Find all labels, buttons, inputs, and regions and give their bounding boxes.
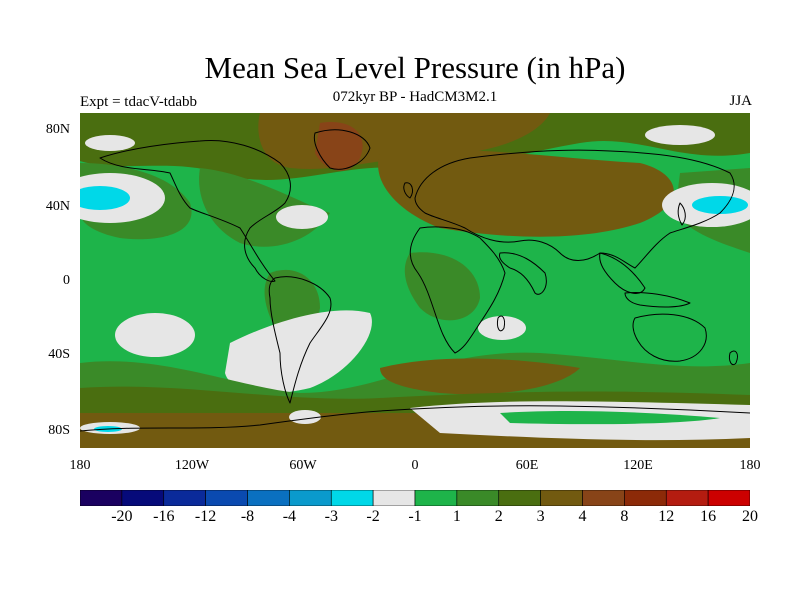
colorbar-label: -2: [366, 508, 380, 525]
colorbar-swatch: [205, 490, 248, 506]
coast-australia: [632, 313, 707, 362]
coastlines: [80, 129, 750, 432]
field-greenland: [315, 122, 363, 171]
coast-uk: [403, 182, 413, 199]
field-southern-brown: [380, 358, 580, 395]
lon-label-180w: 180: [69, 458, 91, 473]
coast-arabia-india: [499, 252, 547, 295]
colorbar-label: 2: [494, 508, 503, 525]
coast-south-america: [268, 276, 332, 404]
colorbar-swatch: [80, 490, 123, 506]
colorbar-label: -16: [153, 508, 175, 525]
colorbar: [80, 490, 750, 506]
colorbar-swatch: [121, 490, 165, 506]
field-antarctic-green: [500, 410, 720, 425]
map-title: Mean Sea Level Pressure (in hPa): [204, 50, 626, 85]
field-africa-olive: [404, 252, 480, 321]
colorbar-swatch: [582, 490, 625, 506]
coast-indonesia: [624, 292, 691, 308]
colorbar-label: -20: [111, 508, 133, 525]
colorbar-label: -12: [194, 508, 217, 525]
lat-label-80n: 80N: [45, 122, 70, 137]
coast-japan: [677, 202, 686, 226]
colorbar-swatch: [289, 490, 332, 506]
colorbar-label: -1: [408, 508, 422, 525]
coast-new-zealand: [729, 350, 738, 366]
field-siberia-brown: [378, 149, 674, 237]
field-weddell-low: [289, 410, 321, 424]
colorbar-label: -3: [324, 508, 338, 525]
field-natl-low: [276, 205, 328, 229]
field-spac-low: [115, 313, 195, 357]
colorbar-label: -4: [282, 508, 297, 525]
colorbar-swatch: [707, 490, 750, 506]
colorbar-label: -8: [240, 508, 255, 525]
field-satl-low: [225, 310, 372, 393]
lat-label-0: 0: [63, 273, 70, 288]
colorbar-swatch: [540, 490, 583, 506]
lon-label-60w: 60W: [289, 458, 317, 473]
pressure-map: [80, 113, 750, 448]
colorbar-swatch: [456, 490, 500, 506]
lon-label-120e: 120E: [623, 458, 653, 473]
colorbar-swatch: [624, 490, 667, 506]
field-indian-low: [478, 316, 526, 340]
pressure-map-svg: [80, 113, 750, 448]
season-label: JJA: [729, 93, 752, 109]
colorbar-swatch: [372, 490, 416, 506]
colorbar-swatch: [163, 490, 206, 506]
lat-label-40s: 40S: [48, 347, 70, 362]
lon-label-120w: 120W: [174, 458, 210, 473]
coast-eurasia: [414, 149, 735, 269]
lon-label-0: 0: [411, 458, 419, 473]
colorbar-swatch: [498, 490, 541, 506]
colorbar-label: 1: [452, 508, 461, 525]
colorbar-swatch: [414, 490, 458, 506]
field-nwpac-low-core: [692, 196, 748, 214]
experiment-label: Expt = tdacV-tdabb: [80, 94, 198, 110]
field-arctic-low: [645, 125, 715, 145]
coast-africa: [409, 226, 506, 354]
colorbar-swatch: [247, 490, 290, 506]
field-npac-low-core: [80, 186, 130, 210]
lat-label-40n: 40N: [45, 199, 70, 214]
lon-label-180e: 180: [739, 458, 761, 473]
lat-label-80s: 80S: [48, 423, 70, 438]
coast-north-america: [99, 139, 291, 282]
colorbar-label: 4: [578, 508, 587, 525]
colorbar-swatch: [330, 490, 374, 506]
field-arctic-low-2: [85, 135, 135, 151]
lon-label-60e: 60E: [515, 458, 539, 473]
colorbar-swatch: [665, 490, 709, 506]
colorbar-label: 20: [742, 508, 758, 525]
coast-greenland: [313, 129, 371, 170]
coast-antarctica: [80, 405, 750, 432]
colorbar-label: 12: [658, 508, 675, 525]
coast-madagascar: [497, 315, 505, 332]
colorbar-label: 3: [536, 508, 545, 525]
colorbar-label: 8: [620, 508, 629, 525]
map-subtitle: 072kyr BP - HadCM3M2.1: [332, 89, 498, 105]
colorbar-label: 16: [700, 508, 717, 525]
